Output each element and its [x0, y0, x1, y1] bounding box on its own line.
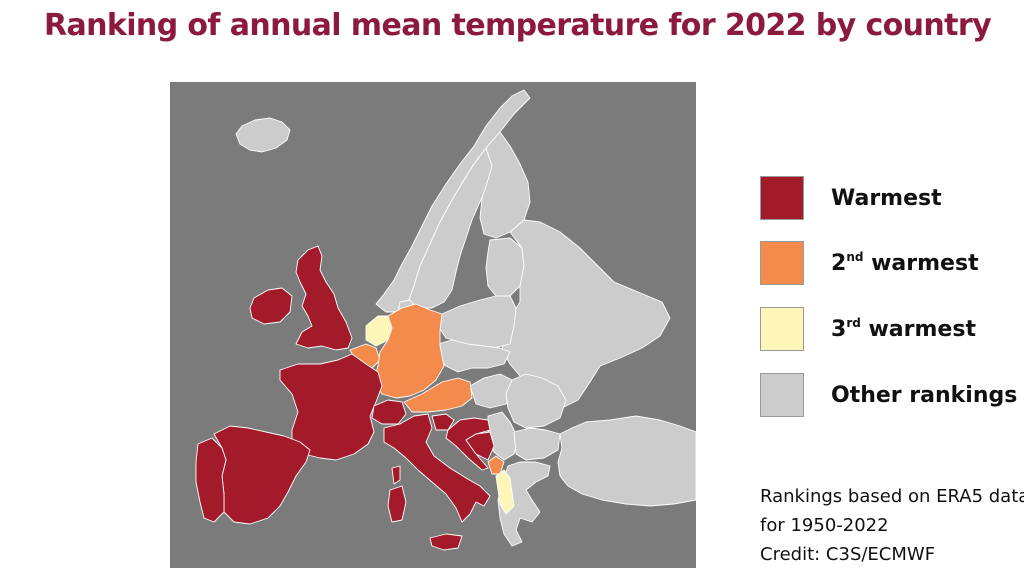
country-czechia-slovakia	[437, 339, 511, 373]
country-romania	[505, 373, 567, 429]
note-line-2: for 1950-2022	[760, 515, 889, 536]
country-italy-sicily	[429, 533, 463, 551]
country-bulgaria	[513, 427, 561, 461]
country-turkey	[557, 415, 696, 507]
country-poland	[437, 295, 517, 349]
legend-swatch-other	[760, 373, 804, 417]
country-slovenia	[431, 413, 455, 431]
source-note: Rankings based on ERA5 data for 1950-202…	[760, 482, 1024, 569]
europe-map	[170, 82, 696, 568]
country-switzerland	[371, 399, 407, 425]
map-svg	[170, 82, 696, 568]
legend-label-warmest: Warmest	[831, 186, 942, 211]
country-austria	[403, 377, 473, 413]
country-germany	[373, 303, 445, 399]
country-ireland	[249, 287, 293, 325]
legend-swatch-second	[760, 241, 804, 285]
country-italy-sardinia	[387, 485, 407, 523]
page-title: Ranking of annual mean temperature for 2…	[44, 8, 992, 43]
country-bosnia	[465, 431, 495, 461]
legend-label-second: 2nd warmest	[831, 250, 979, 276]
country-baltics	[485, 237, 525, 297]
country-portugal	[195, 437, 227, 523]
country-iceland	[235, 117, 291, 153]
country-montenegro	[487, 455, 505, 475]
legend-label-other: Other rankings	[831, 383, 1018, 408]
country-albania	[495, 469, 515, 515]
country-italy	[383, 413, 491, 523]
country-france	[279, 353, 383, 461]
country-france-corsica	[391, 465, 401, 485]
note-line-1: Rankings based on ERA5 data	[760, 486, 1024, 507]
legend-swatch-warmest	[760, 176, 804, 220]
note-line-3: Credit: C3S/ECMWF	[760, 544, 936, 565]
legend-swatch-third	[760, 307, 804, 351]
legend-label-third: 3rd warmest	[831, 316, 976, 342]
country-united-kingdom	[295, 245, 353, 351]
